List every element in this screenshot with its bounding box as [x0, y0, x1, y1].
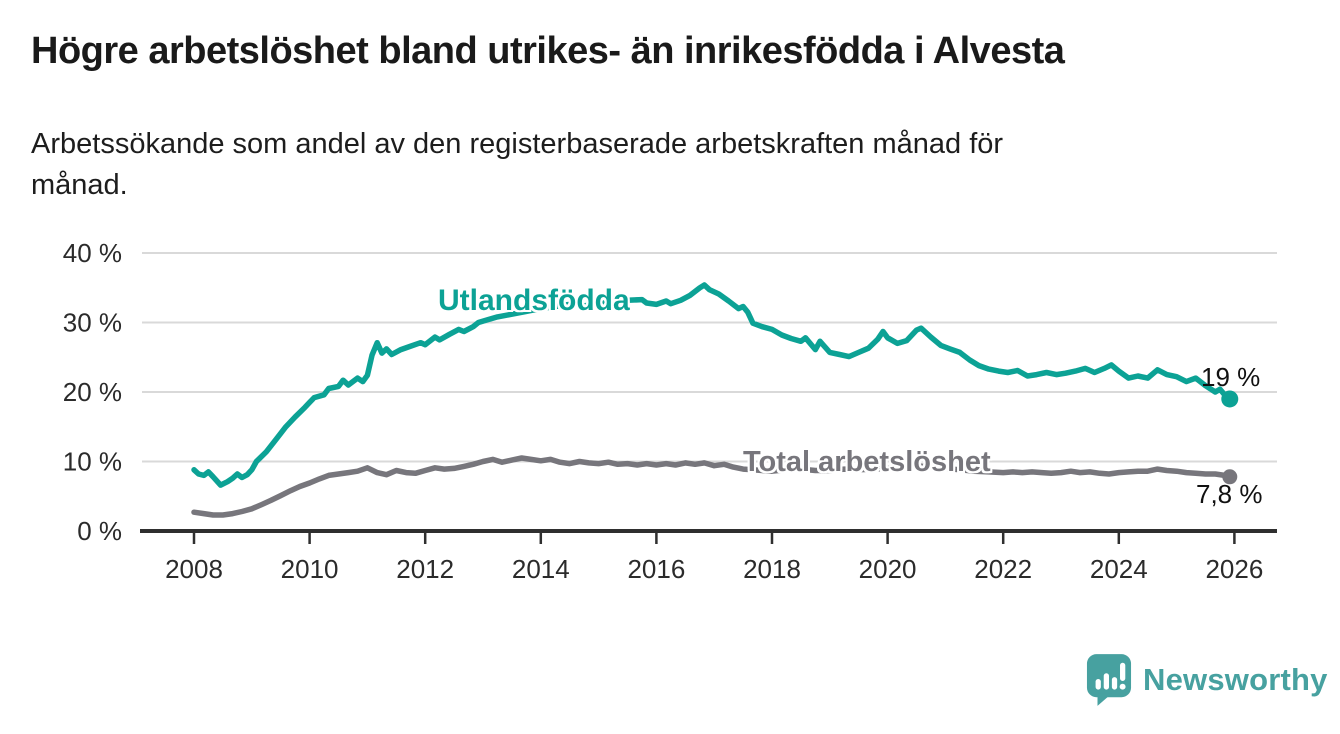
x-tick-label-2018: 2018: [743, 554, 801, 584]
y-tick-label-40: 40 %: [63, 238, 122, 268]
x-tick-label-2022: 2022: [974, 554, 1032, 584]
chart-subtitle: Arbetssökande som andel av den registerb…: [31, 128, 1004, 202]
end-value-total: 7,8 %: [1196, 479, 1263, 509]
x-tick-label-2008: 2008: [165, 554, 223, 584]
x-tick-label-2014: 2014: [512, 554, 570, 584]
end-dot-utlandsf-dda: [1221, 390, 1239, 408]
x-tick-label-2010: 2010: [281, 554, 339, 584]
end-dot-total-arbetsl-shet: [1222, 469, 1238, 485]
series-line-total-arbetsl-shet: [191, 455, 1233, 518]
newsworthy-logo-text: Newsworthy: [1143, 661, 1328, 697]
y-tick-label-30: 30 %: [63, 308, 122, 338]
end-value-utlandsfodda: 19 %: [1201, 362, 1261, 392]
y-tick-label-10: 10 %: [63, 447, 122, 477]
y-tick-label-20: 20 %: [63, 377, 122, 407]
newsworthy-logo: Newsworthy: [1086, 653, 1328, 706]
chart-title: Högre arbetslöshet bland utrikes- än inr…: [31, 30, 1065, 72]
series-line-utlandsf-dda: [191, 282, 1233, 488]
newsworthy-logo-icon: [1086, 654, 1132, 706]
y-tick-label-0: 0 %: [77, 516, 122, 546]
x-tick-label-2016: 2016: [627, 554, 685, 584]
series-label-utlandsfodda: Utlandsfödda: [438, 284, 630, 317]
x-tick-label-2024: 2024: [1090, 554, 1148, 584]
x-tick-label-2020: 2020: [859, 554, 917, 584]
series-label-total-arbetsloshet: Total arbetslöshet: [743, 446, 991, 478]
x-tick-label-2012: 2012: [396, 554, 454, 584]
x-tick-label-2026: 2026: [1205, 554, 1263, 584]
